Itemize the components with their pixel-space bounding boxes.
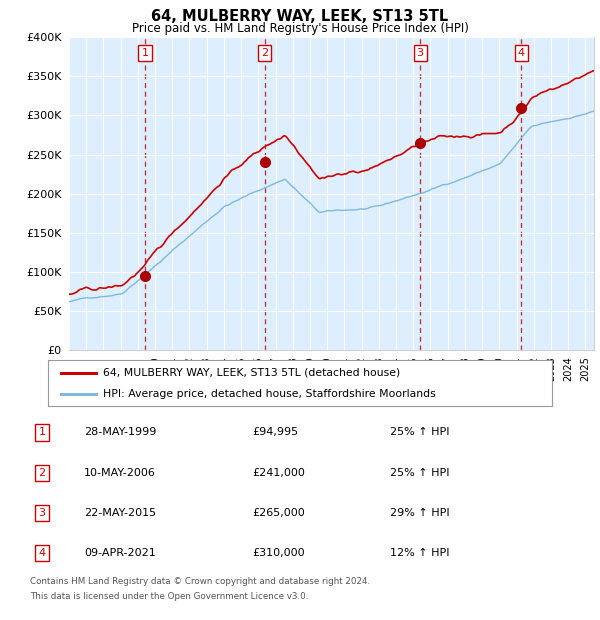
- Text: 10-MAY-2006: 10-MAY-2006: [84, 467, 156, 478]
- Text: 3: 3: [416, 48, 424, 58]
- Text: 2: 2: [38, 467, 46, 478]
- Text: HPI: Average price, detached house, Staffordshire Moorlands: HPI: Average price, detached house, Staf…: [103, 389, 436, 399]
- Text: 1: 1: [142, 48, 149, 58]
- Text: 4: 4: [38, 548, 46, 559]
- Text: £241,000: £241,000: [252, 467, 305, 478]
- Text: 1: 1: [38, 427, 46, 438]
- Text: 09-APR-2021: 09-APR-2021: [84, 548, 156, 559]
- Text: Contains HM Land Registry data © Crown copyright and database right 2024.: Contains HM Land Registry data © Crown c…: [30, 577, 370, 586]
- Text: This data is licensed under the Open Government Licence v3.0.: This data is licensed under the Open Gov…: [30, 592, 308, 601]
- Text: 25% ↑ HPI: 25% ↑ HPI: [390, 467, 449, 478]
- Text: 25% ↑ HPI: 25% ↑ HPI: [390, 427, 449, 438]
- Text: 2: 2: [261, 48, 268, 58]
- Text: 3: 3: [38, 508, 46, 518]
- Text: £94,995: £94,995: [252, 427, 298, 438]
- Text: 64, MULBERRY WAY, LEEK, ST13 5TL (detached house): 64, MULBERRY WAY, LEEK, ST13 5TL (detach…: [103, 368, 401, 378]
- Text: £265,000: £265,000: [252, 508, 305, 518]
- Text: 64, MULBERRY WAY, LEEK, ST13 5TL: 64, MULBERRY WAY, LEEK, ST13 5TL: [151, 9, 449, 24]
- Text: 22-MAY-2015: 22-MAY-2015: [84, 508, 156, 518]
- Text: Price paid vs. HM Land Registry's House Price Index (HPI): Price paid vs. HM Land Registry's House …: [131, 22, 469, 35]
- Text: £310,000: £310,000: [252, 548, 305, 559]
- Text: 28-MAY-1999: 28-MAY-1999: [84, 427, 157, 438]
- Text: 12% ↑ HPI: 12% ↑ HPI: [390, 548, 449, 559]
- Text: 4: 4: [518, 48, 525, 58]
- Text: 29% ↑ HPI: 29% ↑ HPI: [390, 508, 449, 518]
